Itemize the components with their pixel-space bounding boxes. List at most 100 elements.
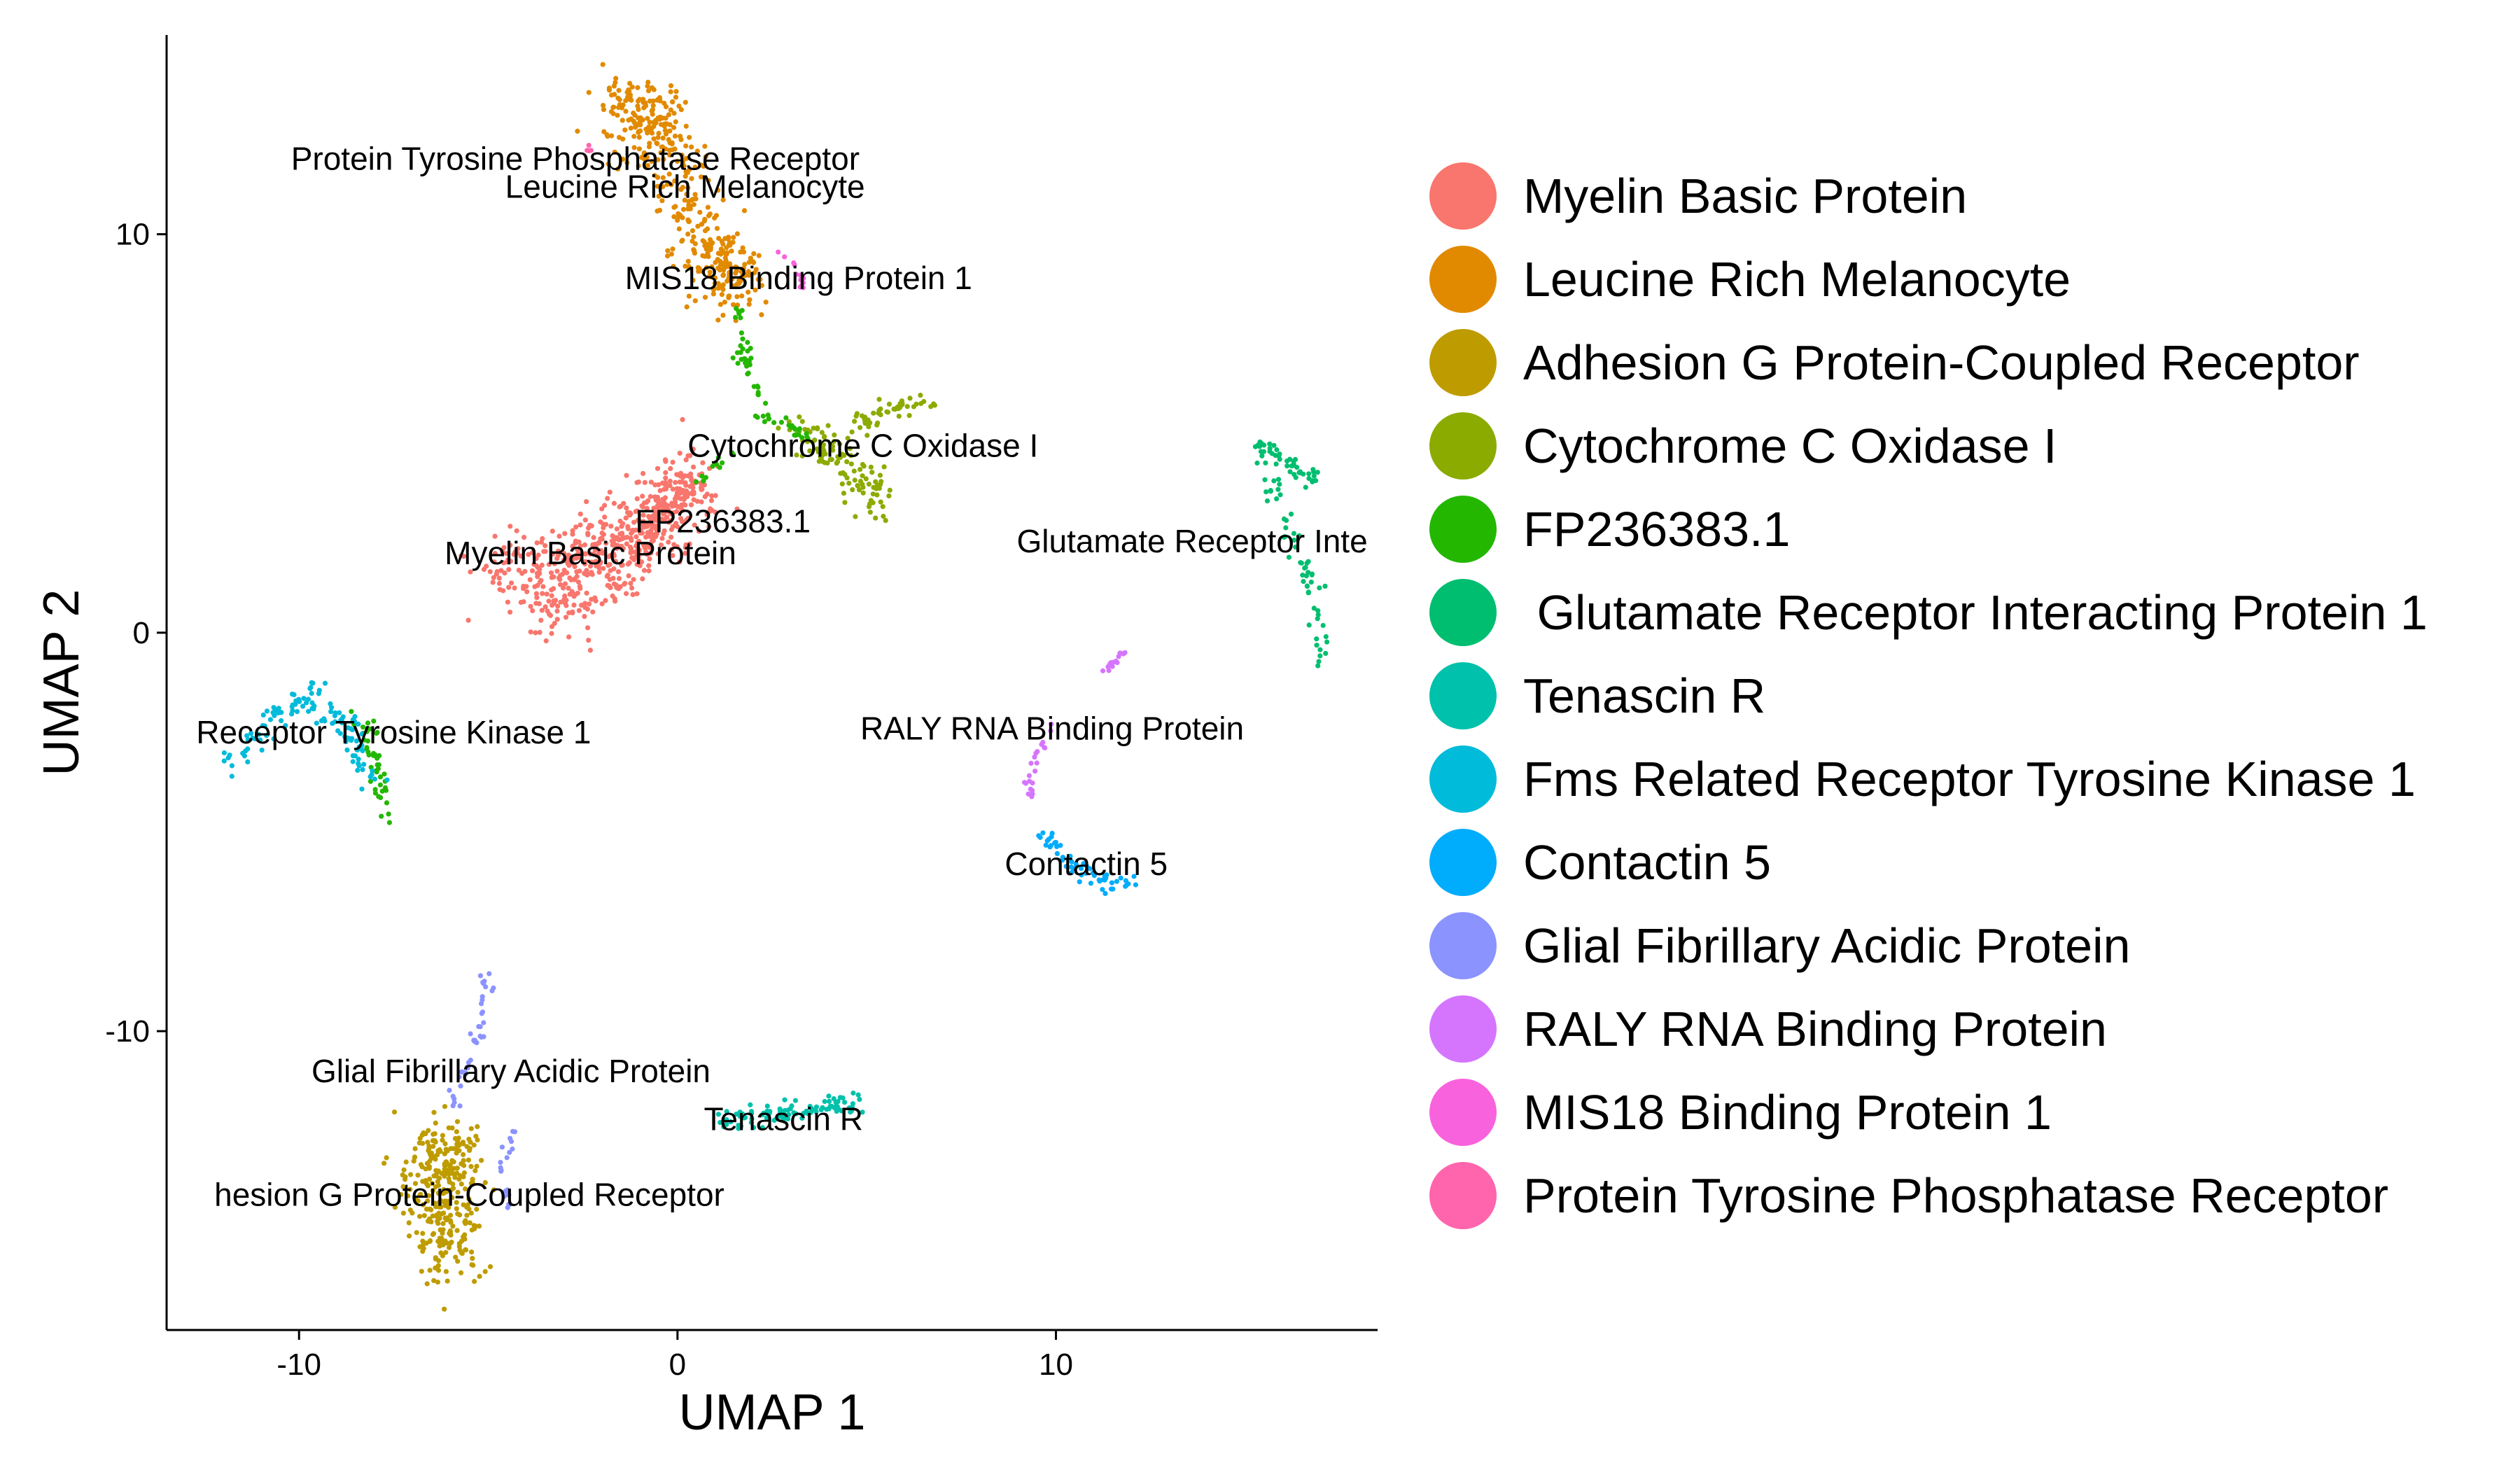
data-point: [680, 507, 685, 513]
data-point: [572, 564, 578, 570]
data-point: [706, 241, 711, 247]
legend-label: Adhesion G Protein-Coupled Receptor: [1523, 335, 2360, 390]
data-point: [576, 608, 582, 613]
legend-swatch: [1429, 829, 1497, 896]
data-point: [648, 126, 654, 132]
data-point: [1069, 859, 1074, 864]
data-point: [673, 94, 679, 100]
data-point: [471, 1142, 477, 1148]
data-point: [675, 524, 680, 530]
data-point: [1291, 458, 1296, 464]
data-point: [742, 273, 748, 279]
data-point: [332, 713, 337, 719]
data-point: [1259, 440, 1264, 446]
data-point: [458, 553, 464, 559]
legend-item: RALY RNA Binding Protein: [1429, 995, 2107, 1063]
data-point: [710, 291, 717, 297]
data-point: [719, 239, 724, 244]
data-point: [344, 747, 350, 752]
data-point: [752, 287, 758, 293]
data-point: [811, 426, 816, 431]
legend-swatch: [1429, 995, 1497, 1063]
legend-item: Fms Related Receptor Tyrosine Kinase 1: [1429, 746, 2416, 813]
data-point: [688, 475, 694, 481]
data-point: [475, 1124, 480, 1130]
data-point: [601, 106, 607, 113]
data-point: [613, 76, 619, 81]
data-point: [458, 1069, 464, 1075]
data-point: [715, 1112, 721, 1117]
data-point: [585, 625, 591, 631]
data-point: [646, 88, 652, 94]
data-point: [778, 1114, 783, 1119]
y-tick-label: 0: [133, 616, 150, 650]
cluster-annotation: Glial Fibrillary Acidic Protein: [312, 1053, 710, 1089]
data-point: [628, 116, 634, 122]
data-point: [435, 1182, 442, 1189]
data-point: [759, 283, 764, 288]
data-point: [829, 1103, 834, 1109]
data-point: [666, 136, 671, 142]
data-point: [552, 620, 557, 626]
data-point: [907, 396, 913, 401]
data-point: [470, 1180, 475, 1185]
cluster-points-0: [458, 416, 740, 653]
data-point: [426, 1128, 431, 1133]
data-point: [648, 516, 653, 522]
data-point: [1314, 636, 1320, 642]
points-layer: [221, 62, 1330, 1312]
data-point: [533, 591, 540, 596]
data-point: [647, 120, 652, 125]
data-point: [599, 601, 605, 607]
data-point: [624, 505, 629, 511]
data-point: [1306, 471, 1312, 477]
data-point: [683, 482, 689, 488]
data-point: [630, 592, 636, 598]
data-point: [655, 97, 661, 102]
data-point: [486, 971, 492, 976]
data-point: [628, 550, 634, 556]
data-point: [880, 504, 886, 510]
data-point: [552, 561, 557, 567]
data-point: [762, 419, 767, 425]
data-point: [534, 570, 540, 576]
data-point: [807, 448, 813, 454]
data-point: [852, 477, 858, 483]
data-point: [624, 160, 630, 165]
data-point: [1274, 447, 1280, 453]
data-point: [726, 234, 732, 240]
data-point: [356, 756, 361, 762]
data-point: [364, 729, 370, 734]
data-point: [714, 225, 720, 231]
cluster-annotation: Cytochrome C Oxidase I: [687, 427, 1038, 463]
data-point: [660, 135, 666, 141]
data-point: [587, 551, 593, 557]
data-point: [456, 1244, 462, 1250]
data-point: [449, 1166, 456, 1172]
data-point: [676, 103, 682, 109]
data-point: [530, 568, 536, 574]
data-point: [406, 1220, 412, 1226]
data-point: [670, 459, 676, 465]
data-point: [797, 284, 803, 290]
data-point: [660, 507, 666, 512]
data-point: [550, 551, 556, 557]
data-point: [654, 208, 660, 214]
data-point: [587, 564, 594, 569]
data-point: [1298, 560, 1304, 566]
x-tick-label: -10: [276, 1348, 321, 1382]
data-point: [482, 1268, 488, 1275]
data-point: [789, 1103, 794, 1109]
data-point: [735, 360, 741, 366]
data-point: [734, 231, 740, 237]
data-point: [695, 223, 701, 229]
data-point: [878, 499, 883, 505]
data-point: [682, 174, 688, 179]
data-point: [737, 1110, 743, 1115]
legend-swatch: [1429, 662, 1497, 729]
data-point: [572, 577, 578, 582]
data-point: [848, 1110, 853, 1115]
data-point: [300, 704, 306, 709]
data-point: [618, 503, 624, 509]
data-point: [442, 1161, 447, 1167]
